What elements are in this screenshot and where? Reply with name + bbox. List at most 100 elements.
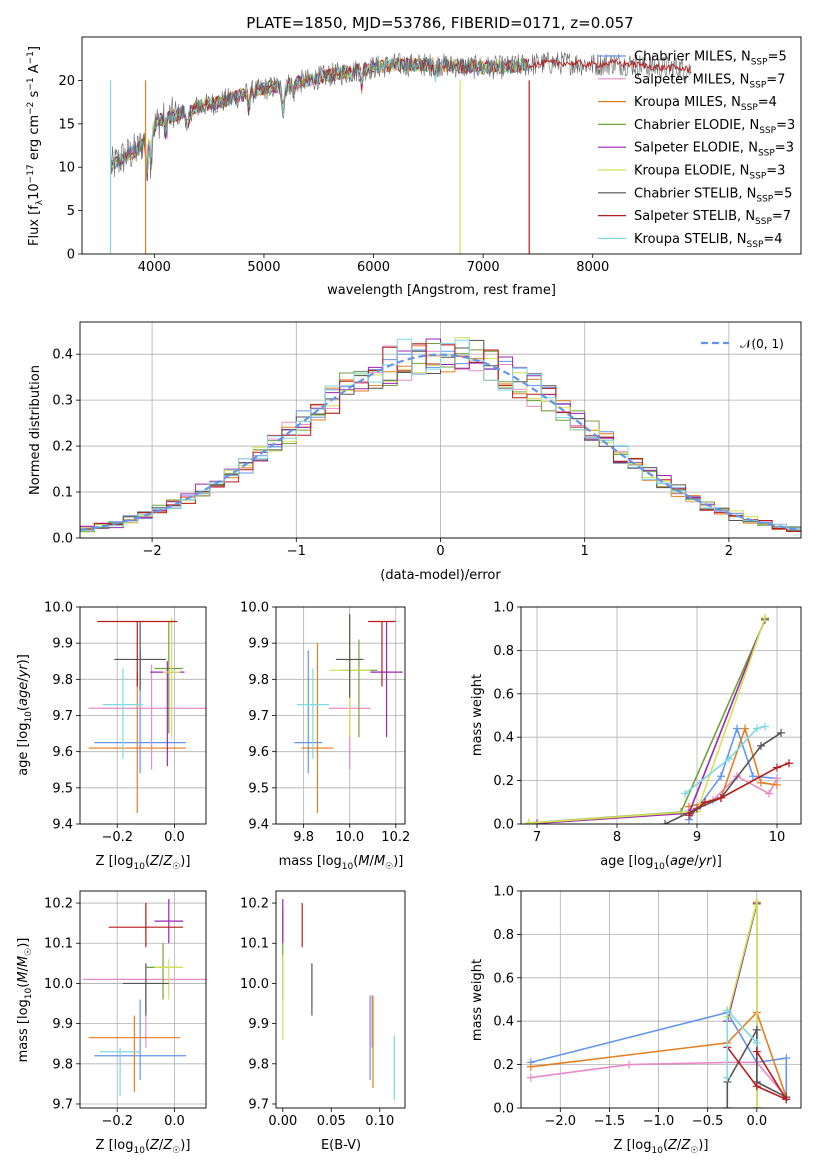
legend-entry-label: Kroupa MILES, NSSP=4 [634, 95, 777, 113]
x-tick-label: −1 [287, 544, 306, 559]
y-tick-label: 0.8 [493, 928, 514, 943]
x-tick-label: 7 [533, 830, 541, 845]
axes-frame [275, 890, 406, 1109]
mass-weight-vs-metallicity-panel: −2.0 −1.5 −1.0 −0.5 0.0 0.0 0.2 0.4 0.6 0.8 1.0 Z [… [470, 885, 802, 1156]
mass-weight-marker [761, 613, 769, 622]
mass-weight-line [726, 1046, 789, 1102]
mass-weight-marker [625, 1060, 634, 1069]
y-tick-label: 0.4 [493, 1015, 514, 1030]
y-tick-label: 9.6 [52, 745, 73, 760]
y-tick-label: 20 [58, 74, 75, 89]
y-tick-label: 9.9 [52, 1017, 73, 1032]
mass-weight-marker [661, 820, 669, 824]
x-tick-label: 0.05 [317, 1114, 346, 1129]
y-tick-label: 9.7 [52, 1097, 73, 1112]
mass-weight-marker [757, 741, 765, 750]
x-tick-label: −1.0 [643, 1114, 675, 1129]
legend-entry-label: Kroupa STELIB, NSSP=4 [634, 232, 783, 250]
y-tick-label: 10.2 [44, 897, 73, 912]
x-tick-label: 0.0 [746, 1114, 767, 1129]
y-tick-label: 0.2 [493, 1058, 514, 1073]
y-tick-label: 0.2 [493, 774, 514, 789]
x-axis-label: wavelength [Angstrom, rest frame] [327, 283, 556, 298]
y-tick-label: 9.7 [52, 709, 73, 724]
y-tick-label: 9.5 [52, 781, 73, 796]
mass-weight-line [684, 725, 766, 795]
x-tick-label: −0.5 [692, 1114, 724, 1129]
legend-entry-label: Salpeter MILES, NSSP=7 [634, 72, 785, 90]
x-tick-label: 7000 [467, 260, 500, 275]
mass-weight-marker [752, 1038, 761, 1047]
mass-weight-marker [723, 1104, 732, 1108]
x-tick-label: −1.5 [594, 1114, 626, 1129]
legend-entry-label: Chabrier STELIB, NSSP=5 [634, 186, 792, 204]
y-tick-label: 0.0 [493, 818, 514, 833]
axes-frame [520, 890, 802, 1109]
legend-entry-label: Chabrier MILES, NSSP=5 [634, 50, 787, 68]
mass-weight-marker [761, 722, 769, 731]
x-tick-label: 2 [725, 544, 733, 559]
y-tick-label: 10.0 [240, 601, 269, 616]
x-tick-label: 0.0 [164, 830, 185, 845]
y-tick-label: 9.8 [248, 1057, 269, 1072]
x-tick-label: 0 [436, 544, 444, 559]
mass-weight-marker [752, 897, 761, 906]
legend-entry-label: Salpeter STELIB, NSSP=7 [634, 209, 791, 227]
axes-frame [79, 606, 207, 825]
x-tick-label: 8000 [576, 260, 609, 275]
plot-area [82, 899, 206, 1096]
mass-weight-marker [749, 772, 757, 781]
legend-entry-label: 𝒩(0, 1) [740, 337, 784, 351]
y-tick-label: 15 [58, 117, 75, 132]
x-axis-label: Z [log10(Z/Z☉)] [96, 854, 191, 872]
y-tick-label: 0.2 [52, 440, 73, 455]
y-tick-label: 9.4 [52, 818, 73, 833]
age-vs-metallicity-panel: −0.2 0.0 9.4 9.5 9.6 9.7 9.8 9.9 10.0 Z [log10(Z/… [16, 601, 207, 872]
y-tick-label: 9.8 [52, 673, 73, 688]
x-tick-label: 0.00 [268, 1114, 297, 1129]
mass-weight-marker [525, 819, 533, 824]
y-tick-label: 0.4 [493, 731, 514, 746]
y-tick-label: 9.6 [248, 745, 269, 760]
mass-weight-marker [723, 1073, 732, 1082]
x-axis-label: mass [log10(M/M☉)] [279, 854, 404, 872]
x-tick-label: 1 [581, 544, 589, 559]
mass-weight-marker [717, 772, 725, 781]
x-tick-label: 10.0 [335, 830, 364, 845]
y-axis-label: mass weight [470, 674, 485, 756]
mass-weight-vs-age-panel: 7 8 9 10 0.0 0.2 0.4 0.6 0.8 1.0 age [log10(age/yr… [470, 601, 802, 872]
y-tick-label: 0.6 [493, 687, 514, 702]
axes-frame [79, 890, 207, 1109]
x-tick-label: 0.0 [164, 1114, 185, 1129]
plot-area [525, 613, 793, 824]
y-tick-label: 9.4 [248, 818, 269, 833]
plot-area [282, 899, 395, 1100]
legend-entry-label: Kroupa ELODIE, NSSP=3 [634, 164, 785, 182]
y-axis-label: mass [log10(M/M☉)] [16, 938, 34, 1063]
residual-histogram-panel: −2 −1 0 1 2 0.0 0.1 0.2 0.3 0.4 (data-model)/error… [28, 321, 802, 583]
plot-area [80, 337, 801, 533]
spectrum-panel: 4000 5000 6000 7000 8000 0 5 10 15 20 wavelength [… [26, 36, 802, 298]
y-tick-label: 9.9 [52, 637, 73, 652]
figure-title: PLATE=1850, MJD=53786, FIBERID=0171, z=0… [246, 14, 633, 32]
y-tick-label: 10.0 [44, 977, 73, 992]
x-tick-label: 4000 [138, 260, 171, 275]
model-spectrum-line [528, 58, 692, 74]
mass-weight-marker [752, 1104, 761, 1108]
axes-frame [79, 321, 802, 539]
y-tick-label: 10.0 [44, 601, 73, 616]
y-tick-label: 0.0 [493, 1102, 514, 1117]
observed-spectrum-line [110, 51, 692, 179]
y-tick-label: 0.6 [493, 971, 514, 986]
y-tick-label: 10.1 [44, 937, 73, 952]
x-tick-label: 5000 [247, 260, 280, 275]
mass-weight-marker [757, 778, 765, 787]
mass-weight-marker [725, 754, 733, 763]
mass-vs-metallicity-panel: −0.2 0.0 9.7 9.8 9.9 10.0 10.1 10.2 Z [log10(Z/Z… [16, 890, 207, 1156]
y-tick-label: 10 [58, 161, 75, 176]
x-tick-label: 8 [613, 830, 621, 845]
mass-weight-marker [701, 798, 709, 807]
mass-weight-marker [752, 1047, 761, 1056]
y-tick-label: 10.2 [240, 897, 269, 912]
y-tick-label: 9.9 [248, 637, 269, 652]
